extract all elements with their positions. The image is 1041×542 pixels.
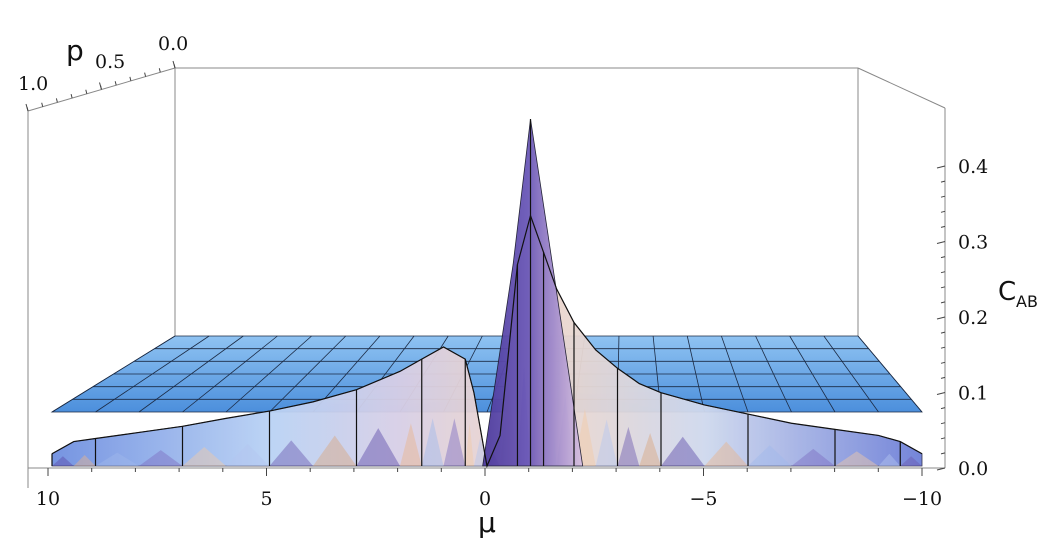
facet — [421, 418, 444, 466]
p-tick-label: 1.0 — [18, 73, 48, 95]
z-minor-tick — [940, 437, 946, 440]
p-minor-tick — [85, 89, 88, 94]
p-axis-ticks — [25, 60, 176, 112]
facet — [465, 423, 474, 466]
z-minor-tick — [940, 256, 946, 259]
z-minor-tick — [940, 180, 946, 183]
z-minor-tick — [940, 422, 946, 425]
p-minor-tick — [144, 72, 147, 77]
p-minor-tick — [100, 85, 102, 90]
facet — [73, 455, 96, 466]
x-tick-label: −10 — [902, 488, 942, 510]
surface — [50, 118, 923, 469]
facet — [878, 453, 901, 466]
x-axis-tick-labels: 10 5 0 −5 −10 — [36, 488, 942, 510]
facet — [748, 445, 792, 466]
z-tick-label: 0.2 — [958, 307, 988, 329]
x-tick-label: −5 — [689, 488, 717, 510]
z-tick-label: 0.0 — [958, 458, 988, 480]
x-tick-label: 5 — [260, 488, 272, 510]
z-tick — [936, 467, 946, 471]
z-minor-tick — [940, 286, 946, 289]
p-tick-label: 0.5 — [95, 51, 125, 73]
z-minor-tick — [940, 452, 946, 455]
facet — [595, 419, 618, 466]
z-minor-tick — [940, 407, 946, 410]
peak-face — [482, 118, 584, 467]
z-minor-tick — [940, 271, 946, 274]
z-minor-tick — [940, 376, 946, 379]
z-tick — [936, 316, 946, 320]
z-axis-label-subscript: AB — [1016, 292, 1038, 311]
x-tick-label: 0 — [479, 488, 491, 510]
p-minor-tick — [41, 102, 44, 107]
z-minor-tick — [940, 331, 946, 334]
z-tick — [936, 392, 946, 395]
facet — [226, 444, 270, 466]
p-minor-tick — [158, 68, 161, 73]
z-tick-label: 0.1 — [958, 383, 988, 405]
z-tick — [936, 241, 946, 244]
z-minor-tick — [940, 195, 946, 198]
z-tick-label: 0.4 — [958, 156, 988, 178]
p-axis-label: p — [66, 34, 84, 67]
x-axis-label: μ — [478, 506, 496, 539]
facet — [95, 452, 139, 466]
facet — [269, 440, 313, 466]
p-tick-label: 0.0 — [158, 33, 188, 55]
facet — [661, 436, 705, 466]
facet — [52, 456, 74, 466]
x-tick-label: 10 — [36, 488, 60, 510]
facet — [835, 451, 879, 466]
facet — [443, 418, 466, 466]
p-minor-tick — [55, 98, 58, 103]
z-axis-tick-labels: 0.0 0.1 0.2 0.3 0.4 — [958, 156, 988, 480]
p-minor-tick — [114, 81, 117, 86]
z-axis-ticks — [936, 165, 946, 471]
facet — [356, 428, 400, 466]
facet — [900, 456, 922, 466]
p-minor-tick — [173, 63, 176, 69]
z-tick — [936, 165, 946, 169]
front-profile-line — [51, 213, 923, 469]
facet — [617, 426, 640, 466]
z-minor-tick — [940, 225, 946, 228]
p-minor-tick — [26, 106, 29, 112]
facet — [704, 441, 748, 466]
x-axis-ticks — [47, 468, 923, 476]
p-axis-tick-labels: 1.0 0.5 0.0 — [18, 33, 188, 95]
z-minor-tick — [940, 301, 946, 304]
facet — [182, 446, 226, 466]
front-grid — [51, 119, 923, 469]
z-tick-label: 0.3 — [958, 232, 988, 254]
facet — [139, 450, 183, 466]
facet — [313, 435, 357, 466]
z-minor-tick — [940, 346, 946, 349]
facet — [791, 448, 835, 466]
p-minor-tick — [129, 76, 132, 82]
z-minor-tick — [940, 361, 946, 364]
z-minor-tick — [940, 210, 946, 213]
facet — [400, 423, 422, 466]
p-minor-tick — [70, 93, 73, 99]
bounding-box — [27, 67, 946, 488]
z-axis-label: C — [998, 277, 1016, 307]
facet — [639, 433, 661, 466]
